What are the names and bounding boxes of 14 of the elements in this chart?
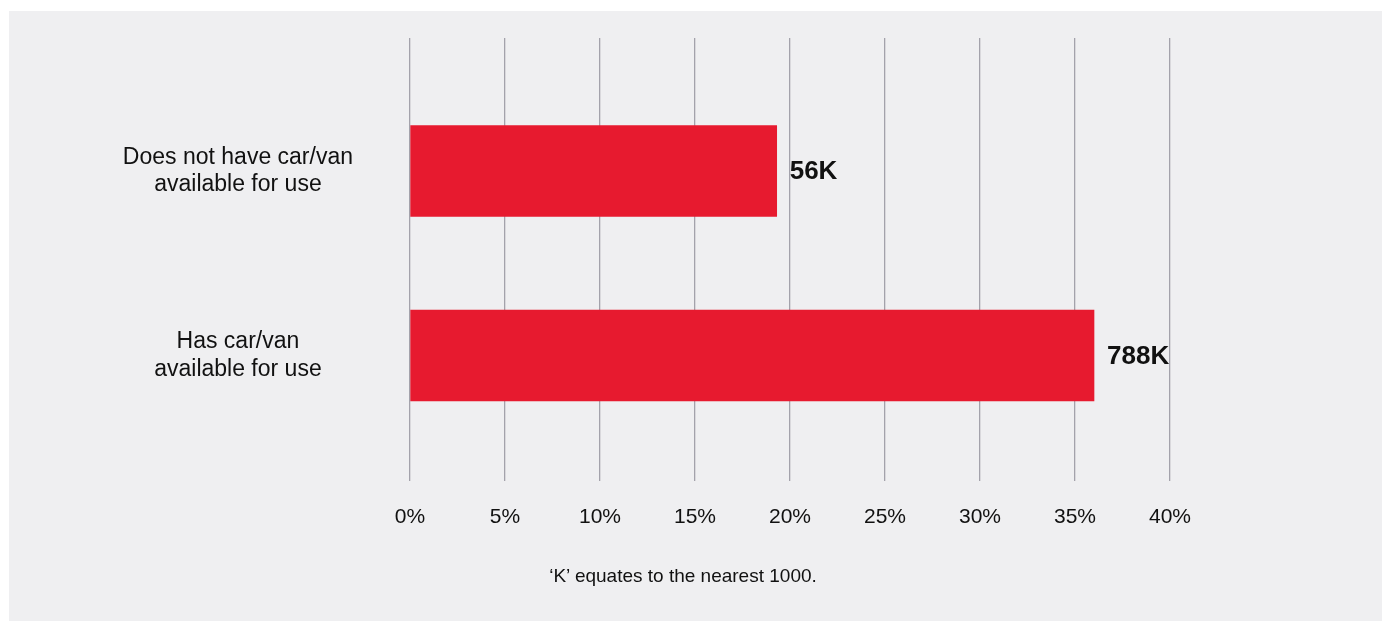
x-tick-label: 35%: [1053, 504, 1097, 528]
x-tick-label: 40%: [1148, 504, 1192, 528]
x-tick-label: 25%: [863, 504, 907, 528]
y-tick-label: Does not have car/van available for use: [122, 142, 353, 197]
x-tick-label: 20%: [768, 504, 812, 528]
annotation: 56K: [789, 155, 838, 186]
x-tick-label: 10%: [578, 504, 622, 528]
annotation: 788K: [1107, 339, 1170, 370]
text: ‘K’ equates to the nearest 1000.: [549, 565, 817, 587]
x-tick-label: 15%: [673, 504, 717, 528]
x-tick-label: 30%: [958, 504, 1002, 528]
x-tick-label: 0%: [394, 504, 426, 528]
y-tick-label: Has car/van available for use: [154, 327, 322, 381]
x-tick-label: 5%: [489, 504, 521, 528]
